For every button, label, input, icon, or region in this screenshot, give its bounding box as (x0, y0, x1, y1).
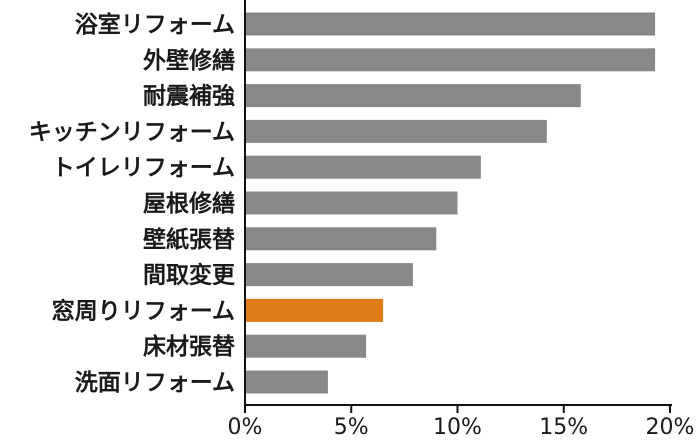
bar-9 (245, 298, 384, 322)
bar-6 (245, 191, 458, 215)
category-label: 屋根修繕 (143, 190, 235, 217)
bar-2 (245, 48, 656, 72)
category-label: 間取変更 (143, 262, 236, 289)
x-tick-label: 5% (334, 415, 369, 440)
category-label: 浴室リフォーム (75, 11, 235, 38)
bar-10 (245, 334, 367, 358)
x-tick-label: 10% (433, 415, 482, 440)
category-label: トイレリフォーム (52, 155, 235, 181)
bar-7 (245, 227, 437, 251)
category-label: キッチンリフォーム (29, 119, 235, 145)
x-tick-label: 0% (228, 415, 263, 440)
bar-1 (245, 12, 656, 36)
bar-3 (245, 84, 581, 108)
category-label: 洗面リフォーム (75, 370, 235, 396)
bar-5 (245, 155, 481, 179)
category-label: 床材張替 (143, 333, 235, 360)
category-label: 壁紙張替 (143, 226, 235, 253)
bar-11 (245, 370, 328, 394)
x-tick-label: 15% (539, 415, 588, 440)
x-tick-label: 20% (646, 415, 695, 440)
bar-4 (245, 119, 547, 143)
bar-8 (245, 263, 413, 287)
category-label: 耐震補強 (143, 84, 235, 110)
category-label: 外壁修繕 (143, 47, 235, 74)
category-label: 窓周りリフォーム (52, 297, 235, 324)
